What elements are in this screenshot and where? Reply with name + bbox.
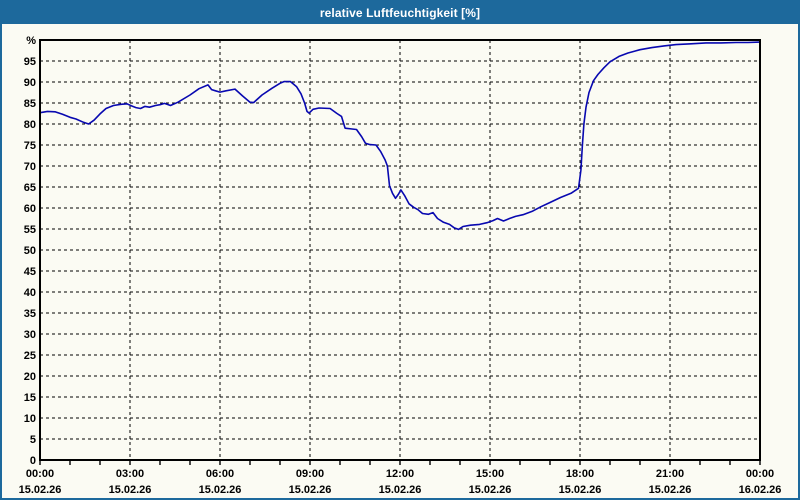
y-axis-tick-label: 0	[30, 455, 36, 467]
y-axis-unit-label: %	[26, 35, 36, 47]
y-axis-tick-label: 15	[24, 392, 36, 404]
x-axis-date-label: 15.02.26	[19, 484, 62, 496]
humidity-line	[39, 41, 761, 231]
y-axis-tick-label: 30	[24, 329, 36, 341]
y-axis-tick-label: 20	[24, 371, 36, 383]
plot-border	[39, 39, 761, 461]
y-axis-tick-label: 90	[24, 77, 36, 89]
x-axis-time-label: 09:00	[296, 468, 324, 480]
window-title: relative Luftfeuchtigkeit [%]	[319, 6, 481, 20]
y-axis-tick-label: 75	[24, 140, 36, 152]
y-axis-tick-label: 35	[24, 308, 36, 320]
humidity-chart: 0 5 10 15 20 25 30 35 40 45 50 55 60 65 70 75 80 85 90 95% 0…	[19, 35, 782, 496]
y-axis-tick-label: 80	[24, 119, 36, 131]
y-axis-tick-label: 10	[24, 413, 36, 425]
x-axis-time-label: 15:00	[476, 468, 504, 480]
y-axis-tick-label: 70	[24, 161, 36, 173]
x-axis-date-label: 15.02.26	[199, 484, 242, 496]
x-axis-time-label: 00:00	[26, 468, 54, 480]
y-axis-tick-label: 50	[24, 245, 36, 257]
x-axis-time-label: 21:00	[656, 468, 684, 480]
x-axis-time-label: 18:00	[566, 468, 594, 480]
y-axis-tick-label: 40	[24, 287, 36, 299]
x-axis-date-label: 15.02.26	[559, 484, 602, 496]
y-axis-tick-label: 60	[24, 203, 36, 215]
window-title-bar: relative Luftfeuchtigkeit [%]	[2, 2, 798, 24]
y-axis-tick-label: 5	[30, 434, 36, 446]
x-axis-time-label: 00:00	[746, 468, 774, 480]
x-axis-date-label: 15.02.26	[379, 484, 422, 496]
y-axis-tick-label: 25	[24, 350, 36, 362]
y-axis-tick-label: 95	[24, 56, 36, 68]
x-axis-time-label: 12:00	[386, 468, 414, 480]
y-axis-tick-label: 55	[24, 224, 36, 236]
y-axis-tick-label: 65	[24, 182, 36, 194]
x-axis-date-label: 16.02.26	[739, 484, 782, 496]
x-axis-date-label: 15.02.26	[109, 484, 152, 496]
x-axis-time-label: 03:00	[116, 468, 144, 480]
x-axis-date-label: 15.02.26	[289, 484, 332, 496]
y-axis-tick-label: 45	[24, 266, 36, 278]
y-axis-tick-label: 85	[24, 98, 36, 110]
x-axis-time-label: 06:00	[206, 468, 234, 480]
x-axis-date-label: 15.02.26	[469, 484, 512, 496]
x-axis-date-label: 15.02.26	[649, 484, 692, 496]
